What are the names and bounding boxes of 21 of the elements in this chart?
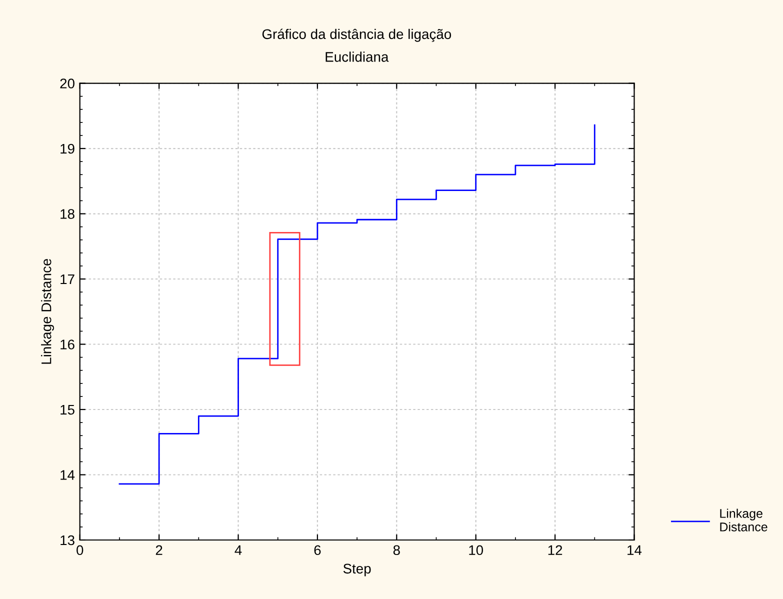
x-tick-label: 10: [469, 545, 484, 556]
legend-label: Linkage Distance: [720, 508, 768, 532]
x-tick-label: 8: [393, 545, 400, 556]
x-tick-label: 14: [628, 545, 642, 555]
y-tick-label: 16: [60, 340, 74, 350]
chart-subtitle: Euclidiana: [326, 52, 389, 62]
y-tick-label: 14: [60, 470, 75, 480]
y-tick-label: 17: [60, 274, 74, 284]
y-tick-label: 18: [60, 209, 74, 219]
y-tick-label: 13: [60, 535, 74, 546]
y-tick-label: 19: [60, 144, 74, 154]
x-tick-label: 0: [76, 545, 84, 556]
x-axis-title: Step: [343, 564, 371, 576]
y-axis-title: Linkage Distance: [41, 258, 54, 364]
x-tick-label: 12: [548, 545, 562, 555]
x-tick-label: 4: [234, 545, 242, 555]
chart-title: Gráfico da distância de ligação: [262, 28, 452, 42]
x-tick-label: 2: [156, 545, 162, 555]
y-tick-label: 15: [60, 404, 74, 415]
y-tick-label: 20: [60, 78, 74, 88]
x-tick-label: 6: [314, 545, 321, 556]
